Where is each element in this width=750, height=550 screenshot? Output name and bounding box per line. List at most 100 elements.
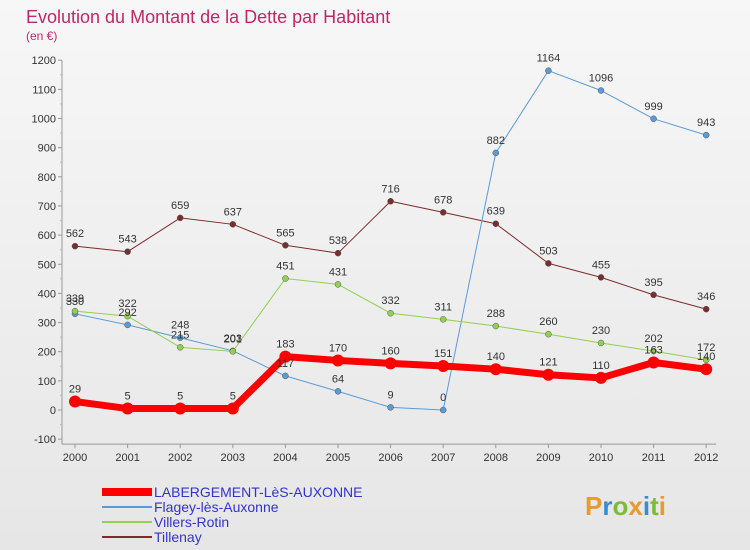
data-point xyxy=(542,368,555,381)
x-tick-label: 2011 xyxy=(642,452,666,464)
data-label: 203 xyxy=(224,333,242,345)
y-tick-label: 700 xyxy=(38,201,56,213)
y-tick-label: 200 xyxy=(38,347,56,359)
y-tick-label: 600 xyxy=(38,230,56,242)
data-label: 163 xyxy=(644,344,662,356)
data-point xyxy=(387,309,394,317)
data-label: 121 xyxy=(539,357,557,369)
data-point xyxy=(69,395,81,408)
data-point xyxy=(226,402,239,415)
logo-letter: x xyxy=(628,491,643,521)
data-point xyxy=(282,372,289,380)
data-label: 716 xyxy=(381,183,399,195)
data-point xyxy=(702,131,710,139)
data-point xyxy=(229,221,237,228)
data-point xyxy=(121,402,134,415)
legend-label: Flagey-lès-Auxonne xyxy=(154,499,279,515)
data-point xyxy=(384,357,397,370)
data-label: 882 xyxy=(487,135,505,147)
y-tick-label: 900 xyxy=(38,143,56,155)
data-label: 346 xyxy=(697,291,715,303)
data-label: 260 xyxy=(539,316,557,328)
legend: LABERGEMENT-LèS-AUXONNEFlagey-lès-Auxonn… xyxy=(102,484,363,545)
x-tick-label: 2009 xyxy=(536,452,560,464)
data-point xyxy=(176,334,184,341)
data-point xyxy=(176,344,184,351)
data-point xyxy=(334,281,342,288)
data-label: 151 xyxy=(434,348,452,360)
data-label: 322 xyxy=(118,298,136,310)
data-label: 202 xyxy=(644,333,662,345)
axes: -100010020030040050060070080090010001100… xyxy=(32,55,719,464)
y-tick-label: -100 xyxy=(34,434,56,446)
data-point xyxy=(647,356,660,369)
data-label: 140 xyxy=(697,351,715,363)
y-tick-label: 800 xyxy=(38,172,56,184)
data-point xyxy=(174,402,187,415)
data-point xyxy=(71,307,79,315)
data-labels: 562 543 659 637 565 538 716 678 639 503 455 395 346 3… xyxy=(66,53,716,404)
data-point xyxy=(545,67,552,74)
data-point xyxy=(650,347,657,355)
y-tick-label: 1200 xyxy=(32,55,56,67)
data-point xyxy=(124,248,131,255)
data-label: 1164 xyxy=(537,53,561,65)
chart-subtitle: (en €) xyxy=(26,29,57,43)
data-label: 431 xyxy=(329,266,347,278)
logo-letter: P xyxy=(585,491,602,521)
logo-letter: i xyxy=(659,491,666,521)
logo-letter: t xyxy=(650,491,659,521)
x-tick-label: 2004 xyxy=(273,452,297,464)
data-label: 943 xyxy=(697,117,715,129)
data-point xyxy=(492,149,500,157)
data-label: 5 xyxy=(177,391,183,403)
data-label: 503 xyxy=(539,245,557,257)
data-label: 5 xyxy=(125,391,131,403)
data-label: 678 xyxy=(434,194,452,206)
y-tick-label: 400 xyxy=(38,288,56,300)
chart-title: Evolution du Montant de la Dette par Hab… xyxy=(26,7,390,27)
data-label: 543 xyxy=(118,234,136,246)
data-point xyxy=(334,249,342,257)
data-point xyxy=(597,339,605,347)
data-label: 172 xyxy=(697,342,715,354)
x-tick-label: 2000 xyxy=(63,452,87,464)
legend-label: Villers-Rotin xyxy=(154,514,229,530)
data-point xyxy=(545,330,552,338)
data-point xyxy=(387,198,394,205)
data-label: 1096 xyxy=(589,73,613,85)
data-point xyxy=(71,242,79,250)
data-point xyxy=(702,305,710,313)
data-label: 659 xyxy=(171,200,189,212)
data-label: 455 xyxy=(592,259,610,271)
logo-text: Proxiti xyxy=(585,491,666,521)
x-tick-label: 2008 xyxy=(484,452,508,464)
data-point xyxy=(387,404,394,411)
data-label: 565 xyxy=(276,227,294,239)
data-point xyxy=(597,274,605,281)
x-tick-label: 2002 xyxy=(168,452,192,464)
data-label: 292 xyxy=(118,307,136,319)
x-tick-label: 2001 xyxy=(115,452,139,464)
data-label: 160 xyxy=(381,345,399,357)
legend-label: Tillenay xyxy=(154,529,202,545)
data-point xyxy=(702,356,710,364)
data-label: 64 xyxy=(332,373,344,385)
data-label: 183 xyxy=(276,339,294,351)
data-point xyxy=(545,260,552,267)
x-tick-label: 2010 xyxy=(589,452,613,464)
data-point xyxy=(489,363,502,376)
data-point xyxy=(492,220,500,227)
data-label: 117 xyxy=(277,358,295,370)
data-label: 451 xyxy=(276,261,294,273)
data-point xyxy=(595,371,607,384)
x-tick-label: 2005 xyxy=(326,452,350,464)
data-label: 248 xyxy=(171,320,189,332)
data-label: 201 xyxy=(224,333,242,345)
data-point xyxy=(282,275,289,282)
data-label: 639 xyxy=(487,206,505,218)
y-tick-label: 1000 xyxy=(32,114,56,126)
series-layer xyxy=(69,67,713,415)
data-point xyxy=(176,214,184,222)
